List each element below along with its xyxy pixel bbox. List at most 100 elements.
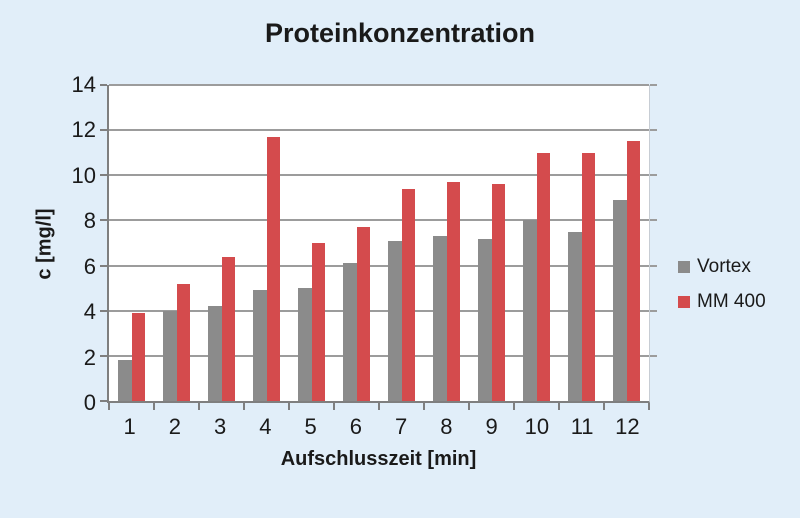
bar-vortex-12	[613, 200, 627, 401]
x-tick-mark	[603, 403, 605, 410]
bar-group-6	[334, 85, 379, 401]
y-tick-mark	[100, 219, 107, 222]
x-tick-mark	[243, 403, 245, 410]
bar-group-4	[244, 85, 289, 401]
x-tick-label: 10	[524, 414, 550, 439]
right-tick-mark	[650, 84, 657, 86]
x-tick-label: 1	[123, 414, 136, 439]
gridline	[109, 219, 649, 222]
bar-group-2	[154, 85, 199, 401]
y-tick-mark	[100, 264, 107, 267]
y-tick-mark	[100, 129, 107, 132]
bar-mm-400-5	[311, 243, 325, 401]
x-tick-label: 11	[570, 414, 594, 439]
legend-item-vortex: Vortex	[678, 256, 766, 278]
bar-mm-400-8	[446, 182, 460, 401]
bar-group-8	[424, 85, 469, 401]
gridline	[109, 264, 649, 267]
bar-mm-400-12	[626, 141, 640, 401]
right-tick-mark	[650, 129, 657, 132]
bar-group-12	[604, 85, 649, 401]
bar-group-7	[379, 85, 424, 401]
bar-vortex-10	[523, 220, 537, 401]
gridline	[109, 309, 649, 312]
x-tick-mark	[513, 403, 515, 410]
y-tick-label: 10	[71, 162, 96, 188]
x-tick-mark	[378, 403, 380, 410]
legend-swatch	[678, 296, 690, 308]
bar-mm-400-3	[221, 256, 235, 401]
bar-vortex-7	[388, 240, 402, 401]
gridline	[109, 84, 649, 86]
bar-vortex-5	[298, 288, 312, 401]
bar-mm-400-6	[356, 227, 370, 401]
y-tick-mark	[100, 309, 107, 312]
right-tick-mark	[650, 309, 657, 312]
x-tick-label: 9	[485, 414, 498, 439]
y-tick-label: 8	[83, 208, 96, 234]
x-tick-mark	[198, 403, 200, 410]
x-tick-mark	[153, 403, 155, 410]
x-tick-mark	[468, 403, 470, 410]
y-axis-tick-labels: 0 2 4 6 8 10 12 14	[0, 72, 96, 415]
bar-group-11	[559, 85, 604, 401]
bar-group-5	[289, 85, 334, 401]
y-tick-mark	[100, 174, 107, 177]
bar-group-10	[514, 85, 559, 401]
grid-layer	[100, 84, 657, 410]
y-tick-mark	[100, 84, 107, 86]
right-tick-mark	[650, 264, 657, 267]
x-tick-label: 12	[615, 414, 640, 439]
legend-label: Vortex	[697, 256, 751, 277]
bar-vortex-2	[163, 310, 177, 401]
x-tick-mark	[558, 403, 560, 410]
x-tick-label: 8	[440, 414, 453, 439]
bar-group-1	[109, 85, 154, 401]
x-tick-label: 6	[349, 414, 362, 439]
x-tick-label: 2	[168, 414, 181, 439]
right-tick-mark	[650, 219, 657, 222]
y-tick-label: 2	[83, 344, 96, 370]
x-tick-mark	[108, 403, 110, 410]
y-tick-label: 12	[71, 117, 96, 143]
bars-layer	[109, 85, 649, 401]
bar-mm-400-9	[491, 184, 505, 401]
right-tick-mark	[650, 174, 657, 177]
bar-group-3	[199, 85, 244, 401]
legend-item-mm-400: MM 400	[678, 291, 766, 313]
bar-mm-400-10	[536, 152, 550, 401]
y-tick-label: 0	[83, 390, 96, 415]
x-axis-tick-labels: 1 2 3 4 5 6 7 8 9 10 11 12	[107, 414, 650, 440]
x-tick-mark	[423, 403, 425, 410]
bar-vortex-11	[568, 231, 582, 401]
legend-label: MM 400	[697, 291, 766, 312]
x-tick-label: 5	[304, 414, 317, 439]
bar-vortex-1	[118, 360, 132, 401]
legend: Vortex MM 400	[678, 256, 766, 313]
y-tick-label: 4	[83, 299, 96, 325]
x-tick-label: 7	[395, 414, 408, 439]
bar-vortex-6	[343, 263, 357, 401]
y-tick-label: 6	[83, 253, 96, 279]
right-tick-mark	[650, 354, 657, 357]
legend-swatch	[678, 261, 690, 273]
x-tick-label: 3	[214, 414, 227, 439]
x-axis-title: Aufschlusszeit [min]	[280, 448, 477, 470]
x-tick-mark	[648, 403, 650, 410]
bar-mm-400-1	[131, 312, 145, 401]
plot-area	[100, 84, 657, 410]
bar-mm-400-7	[401, 188, 415, 401]
bar-mm-400-11	[581, 152, 595, 401]
gridline	[109, 354, 649, 357]
y-tick-label: 14	[71, 72, 96, 97]
bar-vortex-8	[433, 236, 447, 401]
bar-mm-400-2	[176, 283, 190, 401]
y-tick-mark	[100, 354, 107, 357]
gridline	[109, 174, 649, 177]
chart-title: Proteinkonzentration	[264, 18, 535, 48]
gridline	[109, 129, 649, 132]
bar-vortex-3	[208, 306, 222, 401]
y-tick-mark	[100, 400, 107, 402]
bar-vortex-9	[478, 238, 492, 401]
